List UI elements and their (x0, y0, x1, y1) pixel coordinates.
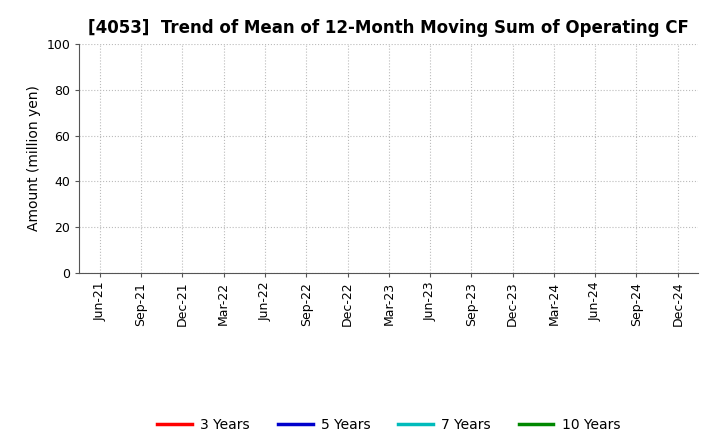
Title: [4053]  Trend of Mean of 12-Month Moving Sum of Operating CF: [4053] Trend of Mean of 12-Month Moving … (89, 19, 689, 37)
Legend: 3 Years, 5 Years, 7 Years, 10 Years: 3 Years, 5 Years, 7 Years, 10 Years (152, 412, 626, 437)
Y-axis label: Amount (million yen): Amount (million yen) (27, 85, 41, 231)
